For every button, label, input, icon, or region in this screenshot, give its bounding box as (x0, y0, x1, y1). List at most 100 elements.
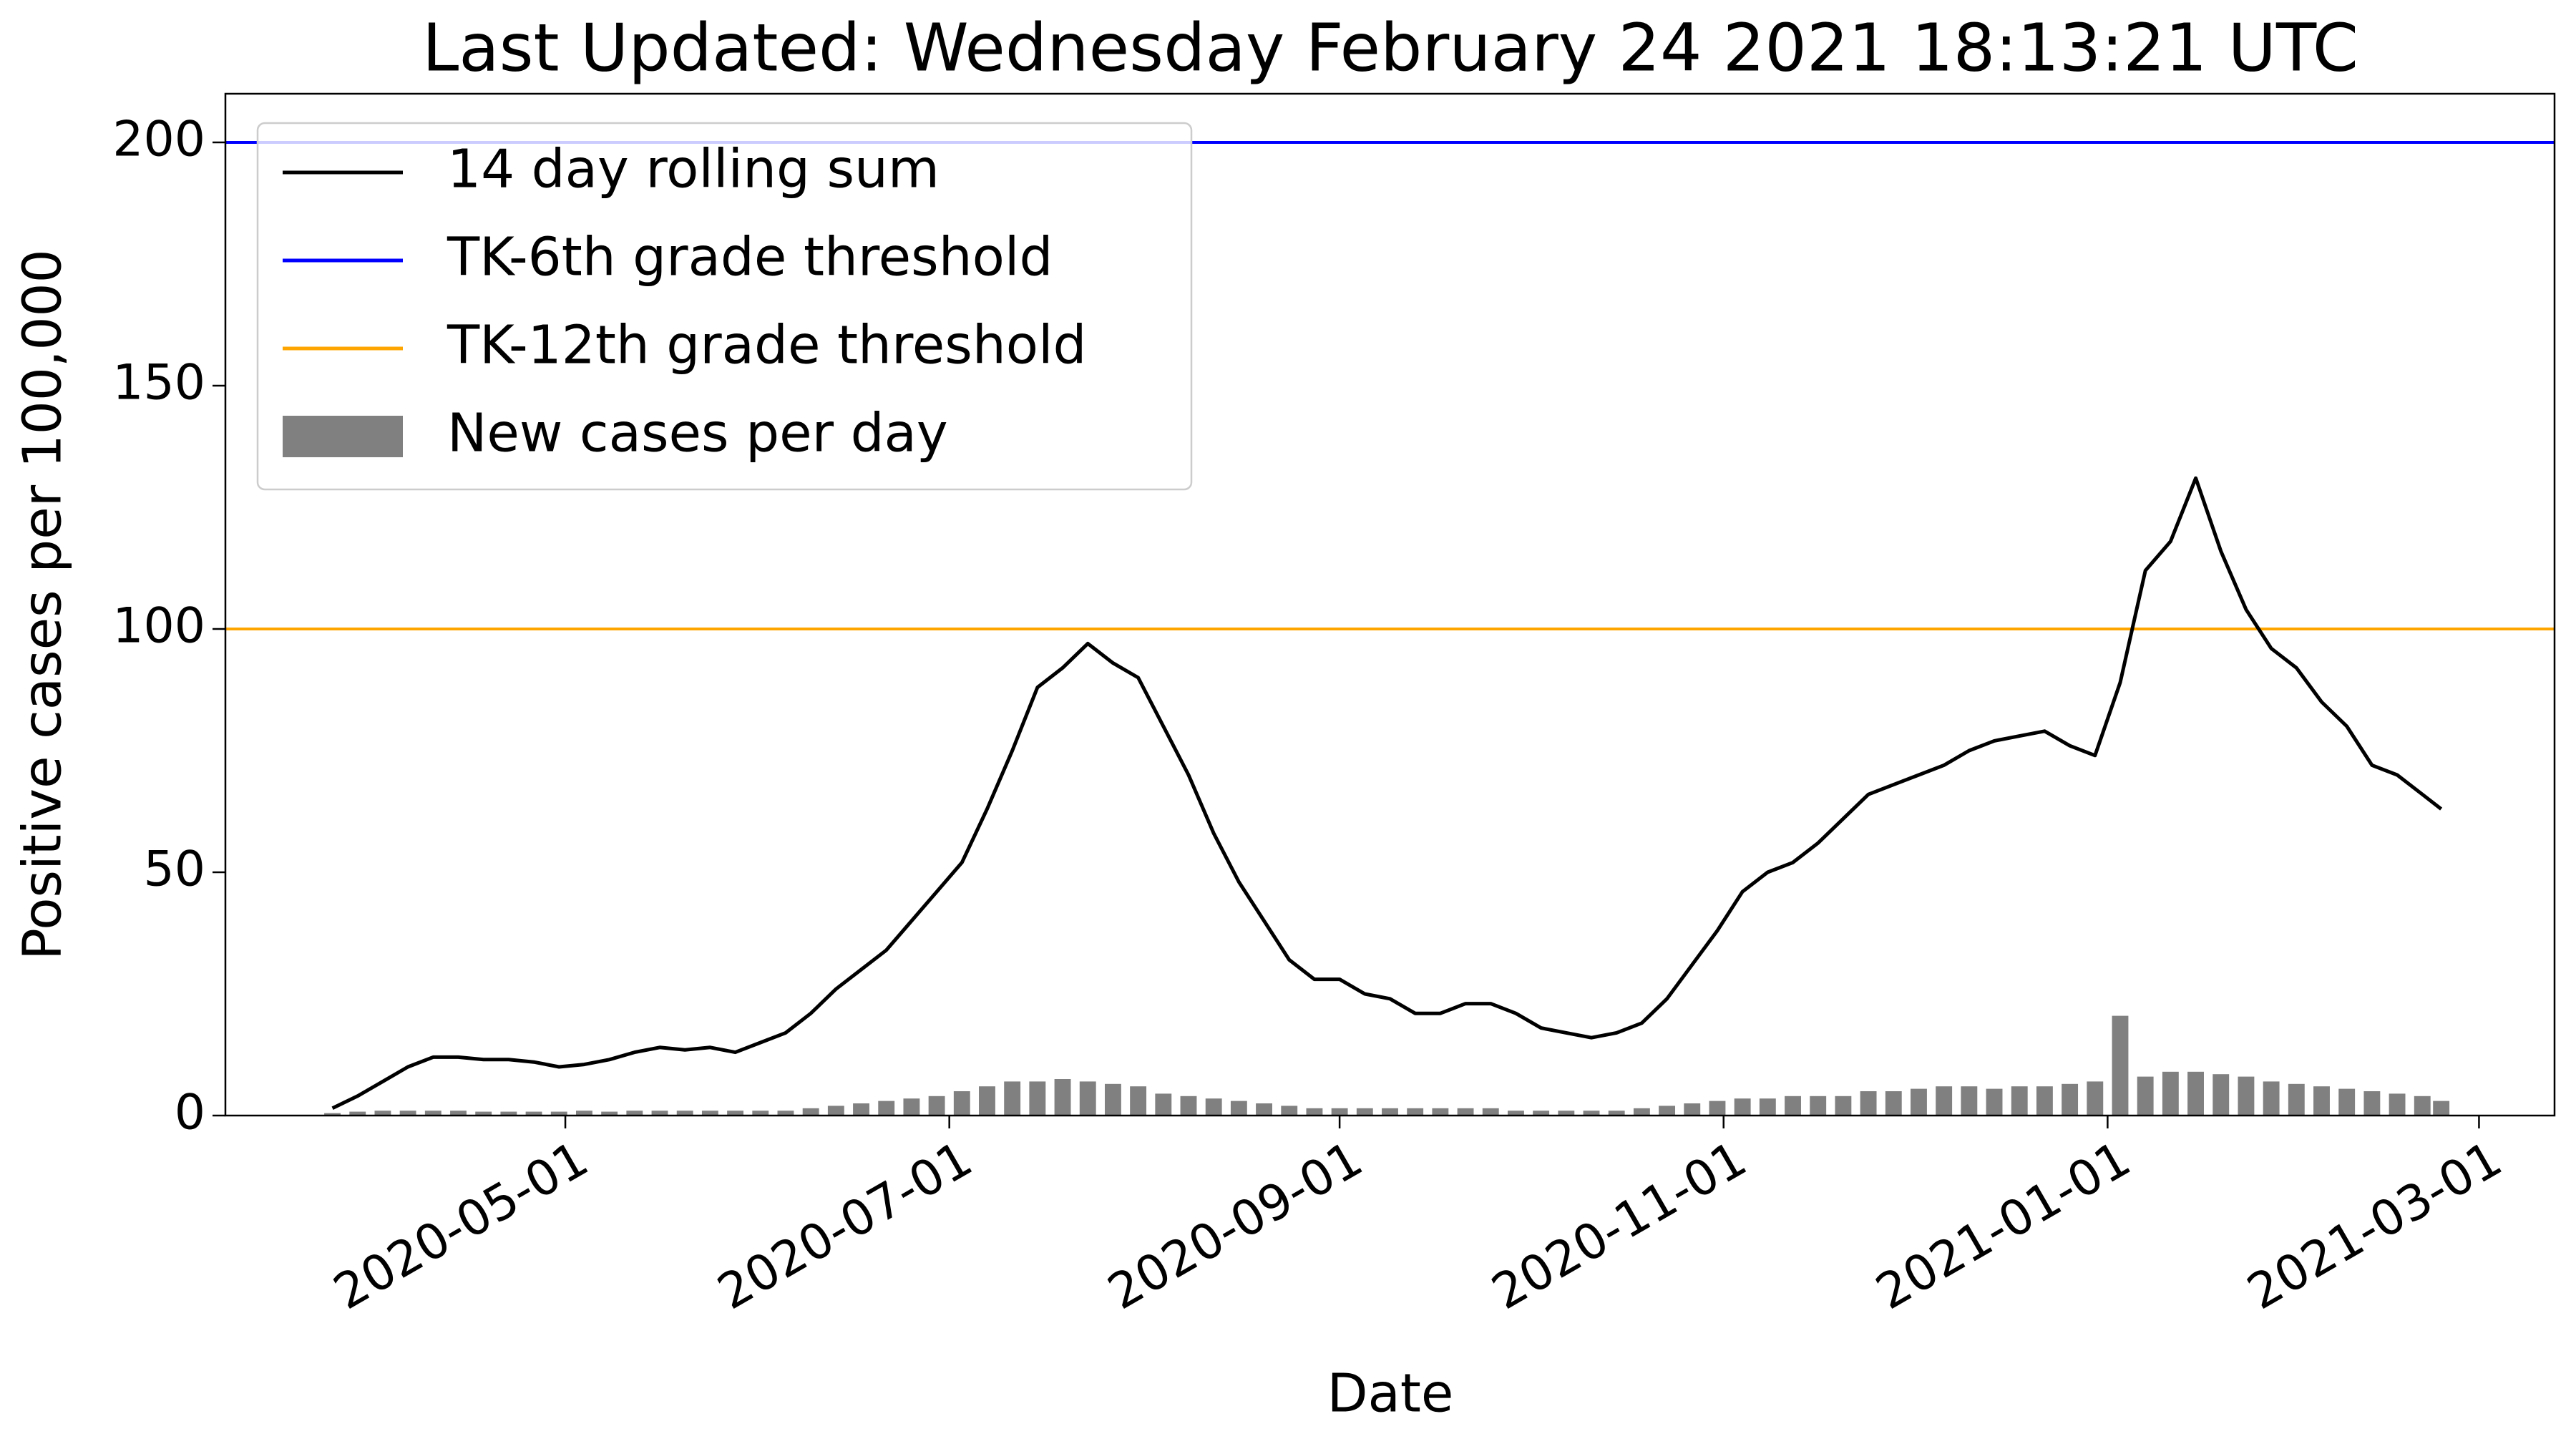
bar (1684, 1103, 1701, 1116)
bar (2414, 1096, 2431, 1116)
bar (1205, 1098, 1222, 1116)
bar (1986, 1088, 2003, 1116)
bar (2087, 1081, 2104, 1116)
bar (1155, 1093, 1172, 1116)
bar (1432, 1108, 1449, 1116)
bar (2363, 1091, 2381, 1116)
legend-label: New cases per day (447, 403, 948, 464)
bar (1306, 1108, 1323, 1116)
bar (1482, 1108, 1499, 1116)
bar (701, 1111, 718, 1116)
x-tick-label: 2020-09-01 (1099, 1131, 1372, 1321)
bar (1633, 1108, 1650, 1116)
bar (576, 1111, 592, 1116)
bar (878, 1101, 895, 1116)
bar (349, 1111, 366, 1116)
bar (1130, 1086, 1147, 1116)
y-tick-label: 100 (112, 598, 205, 655)
bar (1558, 1111, 1575, 1116)
legend: 14 day rolling sum TK-6th grade threshold… (256, 122, 1193, 491)
bar (1004, 1081, 1021, 1116)
bar (550, 1111, 567, 1116)
bar (1079, 1081, 1096, 1116)
bar (903, 1098, 920, 1116)
bar (752, 1111, 769, 1116)
bar (1911, 1088, 1927, 1116)
y-axis-label: Positive cases per 100,000 (12, 249, 74, 960)
bar (1457, 1108, 1474, 1116)
bar (2338, 1088, 2356, 1116)
legend-label: 14 day rolling sum (447, 139, 940, 200)
bar (2011, 1086, 2028, 1116)
bar (2036, 1086, 2053, 1116)
bar (1382, 1108, 1398, 1116)
bar (1054, 1079, 1071, 1116)
bar (1356, 1108, 1373, 1116)
bar (1936, 1086, 1953, 1116)
line (331, 476, 2443, 1111)
bar (1407, 1108, 1424, 1116)
bar (2433, 1101, 2450, 1116)
x-tick-label: 2020-11-01 (1483, 1131, 1756, 1321)
bar (2238, 1076, 2255, 1116)
bar (2112, 1015, 2129, 1116)
y-tick-label: 200 (112, 112, 205, 168)
bar (853, 1103, 869, 1116)
bar (953, 1091, 970, 1116)
bar (1759, 1098, 1776, 1116)
bar (1810, 1096, 1827, 1116)
bar (2288, 1083, 2305, 1116)
bar (979, 1086, 995, 1116)
x-tick-label: 2021-03-01 (2238, 1131, 2512, 1321)
bar (1533, 1111, 1550, 1116)
bar (525, 1111, 542, 1116)
bar (1961, 1086, 1978, 1116)
legend-swatch (283, 416, 403, 457)
bar (424, 1111, 441, 1116)
bar (1230, 1101, 1247, 1116)
bar (1281, 1106, 1298, 1116)
x-axis-label: Date (1327, 1363, 1454, 1425)
chart-title: Last Updated: Wednesday February 24 2021… (422, 9, 2358, 86)
bar (1885, 1091, 1902, 1116)
bar (827, 1106, 844, 1116)
bar (1029, 1081, 1046, 1116)
bar (928, 1096, 945, 1116)
bar (374, 1111, 391, 1116)
bar (2062, 1083, 2079, 1116)
bar (500, 1111, 517, 1116)
bar (2389, 1093, 2406, 1116)
bar (777, 1111, 794, 1116)
bar (1785, 1096, 1801, 1116)
x-tick-label: 2020-05-01 (325, 1131, 598, 1321)
bar (1734, 1098, 1751, 1116)
bar (2263, 1081, 2280, 1116)
bar (802, 1108, 819, 1116)
plot-area (225, 141, 2555, 1116)
bar (1104, 1083, 1121, 1116)
bar (727, 1111, 744, 1116)
bar (1508, 1111, 1524, 1116)
bar (626, 1111, 643, 1116)
legend-box (256, 122, 1193, 491)
bar (450, 1111, 467, 1116)
legend-label: TK-12th grade threshold (447, 315, 1087, 376)
bar (399, 1111, 416, 1116)
bar (1860, 1091, 1877, 1116)
x-tick-label: 2021-01-01 (1867, 1131, 2140, 1321)
bar (1659, 1106, 1676, 1116)
bar (1256, 1103, 1272, 1116)
bar (2212, 1074, 2230, 1116)
bar (2137, 1076, 2154, 1116)
y-tick-label: 0 (175, 1085, 205, 1141)
x-tick-label: 2020-07-01 (708, 1131, 982, 1321)
bar (1331, 1108, 1348, 1116)
bar (1180, 1096, 1197, 1116)
bar (2313, 1086, 2330, 1116)
axes-border (224, 92, 2556, 1117)
bar (651, 1111, 668, 1116)
bar (676, 1111, 693, 1116)
bar (1583, 1111, 1600, 1116)
